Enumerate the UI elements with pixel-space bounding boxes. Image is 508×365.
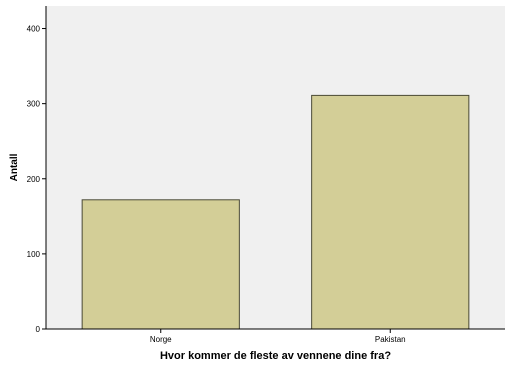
y-tick-label: 200 <box>27 175 41 184</box>
axes-group <box>45 6 505 330</box>
y-tick-label: 300 <box>27 100 41 109</box>
bar-norge <box>81 199 240 330</box>
y-ticks-group: 0 100 200 300 400 <box>27 25 46 334</box>
y-tick-label: 0 <box>36 325 41 334</box>
bars-group <box>81 94 470 330</box>
y-tick-label: 400 <box>27 25 41 34</box>
y-axis-title: Antall <box>9 153 20 181</box>
x-ticks-group: Norge Pakistan <box>150 329 406 344</box>
y-tick-label: 100 <box>27 250 41 259</box>
x-tick-label-norge: Norge <box>150 335 172 344</box>
bar-pakistan <box>311 94 470 330</box>
x-tick-label-pakistan: Pakistan <box>375 335 406 344</box>
x-axis-title: Hvor kommer de fleste av vennene dine fr… <box>160 350 391 362</box>
